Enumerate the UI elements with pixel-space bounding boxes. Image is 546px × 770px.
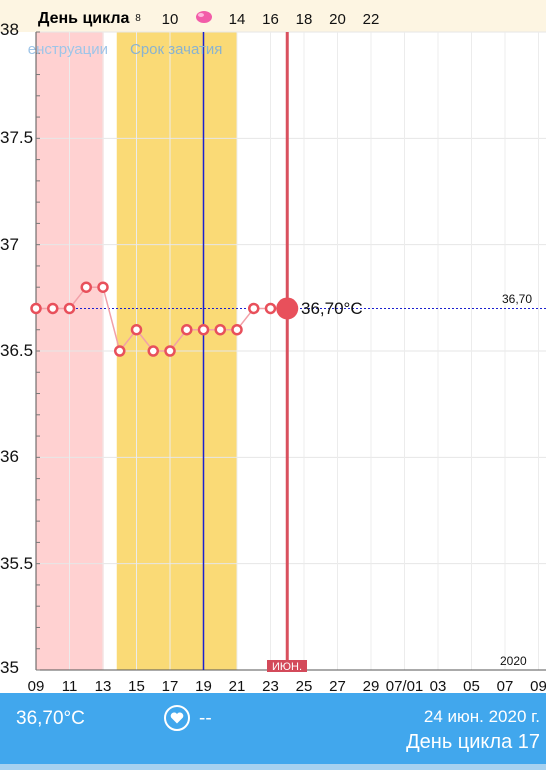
temperature-point xyxy=(80,281,92,293)
temperature-line xyxy=(36,286,288,353)
cycle-day-label: 10 xyxy=(161,11,179,28)
temperature-point xyxy=(114,345,126,357)
cycle-day-label: 20 xyxy=(329,11,346,28)
pulse-value: -- xyxy=(199,708,212,729)
x-tick-label: 09 xyxy=(530,678,546,695)
temperature-point xyxy=(130,323,143,336)
y-tick-label: 37 xyxy=(0,234,19,254)
x-tick-label: 19 xyxy=(195,678,212,695)
pink-drop-icon xyxy=(196,11,212,23)
temperature-point xyxy=(97,281,109,293)
year-label: 2020 xyxy=(500,654,527,668)
temperature-point xyxy=(264,302,277,315)
x-tick-label: 17 xyxy=(161,678,179,695)
cycle-day-label: 8 xyxy=(135,13,141,24)
temperature-point xyxy=(181,323,193,336)
x-tick-label: 03 xyxy=(429,678,447,695)
fertile-window-label: Срок зачатия xyxy=(130,41,223,58)
x-tick-label: 05 xyxy=(463,678,480,695)
cycle-day-label: 18 xyxy=(295,11,313,28)
temperature-point xyxy=(164,345,176,357)
temperature-point xyxy=(30,302,42,315)
temperature-point xyxy=(214,323,226,336)
temperature-point xyxy=(63,302,76,315)
temperature-point xyxy=(147,345,159,357)
bottom-temperature[interactable]: 36,70°C xyxy=(16,708,85,729)
menstruation-band-label: Менструации xyxy=(28,41,108,58)
temperature-chart[interactable] xyxy=(0,0,546,693)
selected-date[interactable]: 24 июн. 2020 г. xyxy=(423,707,540,726)
x-tick-label: 15 xyxy=(128,678,145,695)
x-tick-label: 07/01 xyxy=(385,678,424,695)
x-tick-label: 09 xyxy=(27,678,45,695)
current-temperature-label: 36,70°C xyxy=(301,299,363,318)
y-tick-label: 36.5 xyxy=(0,341,34,360)
x-tick-label: 21 xyxy=(228,678,246,695)
cycle-day-label: 16 xyxy=(262,11,279,28)
x-tick-label: 11 xyxy=(61,678,78,695)
temperature-point xyxy=(47,302,59,315)
y-tick-label: 38 xyxy=(0,20,19,39)
x-tick-label: 07 xyxy=(496,678,514,695)
y-tick-label: 37.5 xyxy=(0,128,34,148)
current-temperature-point xyxy=(276,297,299,320)
temperature-point xyxy=(197,323,210,336)
cycle-day-title: День цикла xyxy=(38,10,130,27)
heart-icon xyxy=(170,712,184,724)
pulse-button[interactable] xyxy=(164,705,190,731)
temperature-point xyxy=(231,323,243,336)
x-tick-label: 29 xyxy=(362,678,380,695)
x-tick-label: 27 xyxy=(329,678,346,695)
y-tick-label: 35 xyxy=(0,658,19,677)
reference-line-label: 36,70 xyxy=(502,292,533,306)
bottom-edge-strip xyxy=(0,764,546,770)
cycle-day-label: 14 xyxy=(228,11,246,28)
y-tick-label: 36 xyxy=(0,447,19,467)
bottom-summary-bar: 36,70°C -- 24 июн. 2020 г. День цикла 17 xyxy=(0,693,546,770)
x-tick-label: 25 xyxy=(295,678,313,695)
month-tag: ИЮН. xyxy=(267,660,307,673)
bottom-cycle-day: День цикла 17 xyxy=(406,731,540,753)
y-tick-label: 35.5 xyxy=(0,553,34,573)
temperature-point xyxy=(248,302,260,315)
x-tick-label: 13 xyxy=(94,678,112,695)
cycle-day-label: 22 xyxy=(362,11,380,28)
x-tick-label: 23 xyxy=(262,678,279,695)
cycle-day-header xyxy=(0,0,546,32)
